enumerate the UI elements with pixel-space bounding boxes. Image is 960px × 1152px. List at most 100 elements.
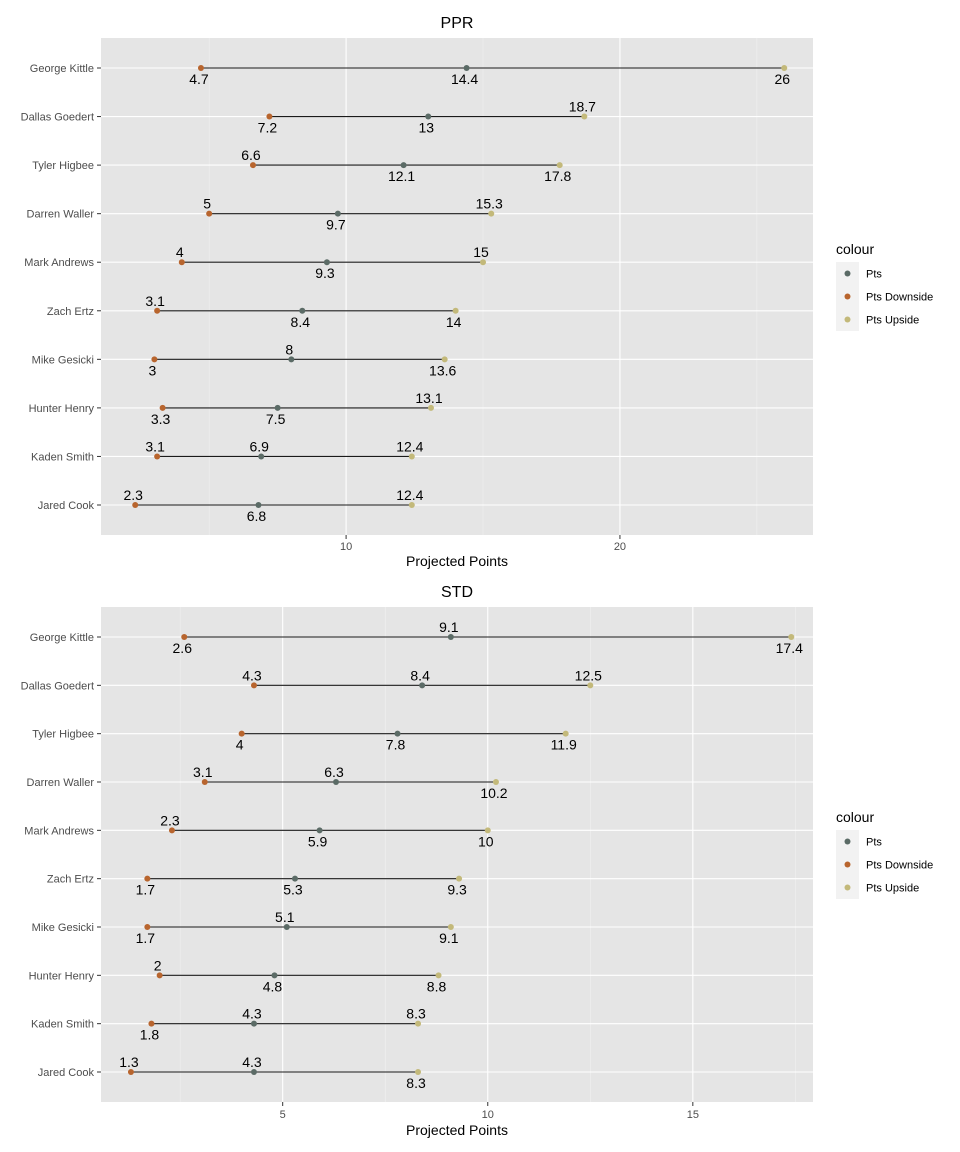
data-label: 6.9 <box>249 438 269 454</box>
chart-title: PPR <box>441 15 474 32</box>
point-pts-downside <box>144 875 151 882</box>
point-pts-upside <box>415 1069 422 1075</box>
point-pts-downside <box>156 972 163 979</box>
point-pts-downside <box>266 113 273 120</box>
legend-label: Pts Downside <box>866 292 933 304</box>
point-pts <box>288 356 295 363</box>
legend-label: Pts <box>866 269 882 281</box>
data-label: 8.8 <box>427 978 447 994</box>
data-label: 15.3 <box>476 196 503 212</box>
data-label: 1.8 <box>140 1027 160 1043</box>
data-label: 5.9 <box>308 833 328 849</box>
data-label: 12.4 <box>396 487 423 503</box>
data-label: 13.6 <box>429 362 456 378</box>
data-label: 2.3 <box>160 812 180 828</box>
point-pts-upside <box>441 356 448 363</box>
data-label: 3.1 <box>145 438 165 454</box>
legend-swatch <box>844 270 851 277</box>
legend-swatch <box>844 861 851 868</box>
y-tick-label: Hunter Henry <box>29 970 95 982</box>
y-tick-label: Jared Cook <box>38 500 95 512</box>
data-label: 14.4 <box>451 71 478 87</box>
point-pts-upside <box>427 404 434 411</box>
point-pts-upside <box>587 682 594 689</box>
y-tick-label: Darren Waller <box>27 777 95 789</box>
data-label: 12.4 <box>396 438 423 454</box>
data-label: 8.3 <box>406 1006 426 1022</box>
data-label: 2.3 <box>123 487 143 503</box>
data-label: 17.4 <box>776 640 803 656</box>
y-tick-label: Kaden Smith <box>31 451 94 463</box>
point-pts <box>463 65 470 71</box>
data-label: 2.6 <box>173 640 193 656</box>
point-pts-upside <box>788 634 795 640</box>
point-pts-upside <box>447 924 454 930</box>
legend-title: colour <box>836 241 874 257</box>
point-pts-downside <box>178 259 185 266</box>
point-pts-downside <box>151 356 158 363</box>
point-pts-downside <box>148 1020 155 1027</box>
legend-swatch <box>844 293 851 300</box>
point-pts-downside <box>250 682 257 689</box>
point-pts-downside <box>159 404 166 411</box>
data-label: 4.8 <box>263 978 283 994</box>
data-label: 4.7 <box>189 71 209 87</box>
point-pts <box>323 259 330 266</box>
data-label: 4 <box>236 737 244 753</box>
data-label: 9.1 <box>439 930 459 946</box>
y-tick-label: Tyler Higbee <box>32 160 94 172</box>
y-tick-label: Mike Gesicki <box>32 354 94 366</box>
plot-panel <box>101 607 813 1102</box>
point-pts <box>271 972 278 979</box>
data-label: 5 <box>203 196 211 212</box>
data-label: 6.8 <box>247 508 267 524</box>
chart-title: STD <box>441 584 473 601</box>
data-label: 4.3 <box>242 667 262 683</box>
point-pts-upside <box>452 307 459 314</box>
x-tick-label: 20 <box>614 541 626 553</box>
point-pts-upside <box>556 162 563 169</box>
point-pts-upside <box>435 972 442 979</box>
data-label: 12.1 <box>388 168 415 184</box>
chart-1: PPR George Kittle Dallas Goedert Tyler Higb… <box>21 15 934 569</box>
plot-panel <box>101 38 813 535</box>
point-pts-upside <box>456 875 463 882</box>
legend-swatch <box>844 884 851 891</box>
y-tick-label: Darren Waller <box>27 209 95 221</box>
point-pts-downside <box>249 162 256 169</box>
y-tick-label: Zach Ertz <box>47 874 94 886</box>
point-pts-downside <box>197 65 204 71</box>
point-pts <box>425 113 432 120</box>
x-tick-label: 5 <box>280 1109 286 1121</box>
y-tick-label: George Kittle <box>30 632 94 644</box>
y-tick-label: Zach Ertz <box>47 306 94 318</box>
point-pts <box>394 730 401 737</box>
y-tick-label: Jared Cook <box>38 1067 95 1079</box>
point-pts-upside <box>480 259 487 266</box>
point-pts-downside <box>132 502 139 508</box>
data-label: 3.3 <box>151 411 171 427</box>
point-pts <box>250 1069 257 1075</box>
point-pts-upside <box>581 113 588 120</box>
data-label: 8.4 <box>410 667 430 683</box>
data-label: 1.3 <box>119 1054 139 1070</box>
data-label: 8.4 <box>291 314 311 330</box>
data-label: 1.7 <box>136 882 156 898</box>
point-pts <box>274 404 281 411</box>
point-pts-upside <box>408 502 415 508</box>
data-label: 4.3 <box>242 1054 262 1070</box>
point-pts-upside <box>781 65 788 71</box>
x-tick-label: 10 <box>340 541 352 553</box>
x-tick-label: 15 <box>687 1109 699 1121</box>
data-label: 3.1 <box>193 764 213 780</box>
data-label: 7.2 <box>258 120 278 136</box>
point-pts-upside <box>484 827 491 834</box>
point-pts-upside <box>415 1020 422 1027</box>
data-label: 3 <box>149 362 157 378</box>
point-pts-downside <box>154 453 161 460</box>
y-tick-label: Dallas Goedert <box>21 680 94 692</box>
point-pts-downside <box>238 730 245 737</box>
x-axis-title: Projected Points <box>406 553 508 569</box>
data-label: 3.1 <box>145 293 165 309</box>
y-tick-label: George Kittle <box>30 63 94 75</box>
